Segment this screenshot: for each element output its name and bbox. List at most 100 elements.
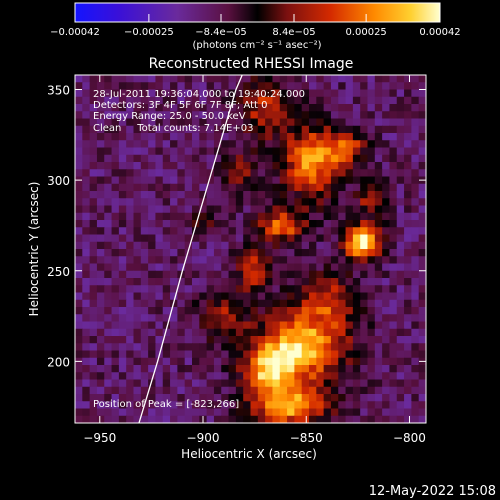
heatmap-cell	[287, 118, 295, 127]
heatmap-cell	[133, 220, 142, 228]
heatmap-cell	[199, 328, 208, 337]
heatmap-cell	[221, 372, 230, 381]
heatmap-cell	[404, 75, 412, 83]
heatmap-cell	[272, 379, 281, 388]
heatmap-cell	[89, 350, 98, 359]
heatmap-cell	[404, 321, 412, 330]
heatmap-cell	[330, 205, 339, 214]
heatmap-cell	[257, 249, 266, 257]
heatmap-cell	[272, 314, 281, 323]
heatmap-cell	[279, 321, 288, 330]
heatmap-cell	[243, 75, 252, 83]
heatmap-cell	[213, 241, 222, 250]
heatmap-cell	[206, 321, 215, 330]
heatmap-cell	[170, 408, 178, 417]
heatmap-cell	[294, 365, 303, 373]
heatmap-cell	[345, 263, 354, 272]
heatmap-cell	[287, 343, 295, 352]
heatmap-cell	[418, 205, 426, 214]
heatmap-cell	[162, 401, 171, 410]
heatmap-cell	[360, 241, 369, 250]
heatmap-cell	[235, 372, 244, 381]
heatmap-cell	[250, 212, 259, 221]
heatmap-cell	[323, 307, 332, 315]
heatmap-cell	[184, 118, 193, 127]
heatmap-cell	[338, 212, 347, 221]
heatmap-cell	[250, 96, 259, 105]
heatmap-cell	[184, 299, 193, 308]
heatmap-cell	[352, 408, 361, 417]
heatmap-cell	[265, 343, 274, 352]
heatmap-cell	[221, 176, 230, 185]
heatmap-cell	[140, 241, 149, 250]
colorbar	[74, 2, 441, 23]
heatmap-cell	[330, 234, 339, 243]
heatmap-cell	[404, 169, 412, 178]
heatmap-cell	[199, 212, 208, 221]
heatmap-cell	[221, 162, 230, 170]
heatmap-cell	[316, 133, 325, 141]
heatmap-cell	[235, 343, 244, 352]
heatmap-cell	[316, 198, 325, 207]
heatmap-cell	[418, 270, 426, 279]
heatmap-cell	[272, 183, 281, 192]
heatmap-cell	[279, 220, 288, 228]
heatmap-cell	[192, 336, 200, 344]
heatmap-cell	[82, 241, 91, 250]
heatmap-cell	[221, 270, 230, 279]
heatmap-cell	[140, 133, 149, 141]
heatmap-cell	[228, 234, 237, 243]
heatmap-cell	[352, 278, 361, 286]
heatmap-cell	[177, 220, 186, 228]
heatmap-cell	[243, 408, 252, 417]
heatmap-cell	[360, 198, 369, 207]
heatmap-cell	[133, 408, 142, 417]
heatmap-cell	[118, 125, 127, 134]
heatmap-cell	[118, 278, 127, 286]
heatmap-cell	[367, 263, 376, 272]
heatmap-cell	[221, 234, 230, 243]
heatmap-cell	[82, 140, 91, 149]
heatmap-cell	[228, 314, 237, 323]
heatmap-cell	[382, 408, 391, 417]
heatmap-cell	[389, 111, 398, 120]
heatmap-cell	[162, 256, 171, 265]
heatmap-cell	[250, 162, 259, 170]
heatmap-cell	[177, 82, 186, 91]
heatmap-cell	[184, 212, 193, 221]
heatmap-cell	[96, 408, 105, 417]
heatmap-cell	[404, 227, 412, 236]
heatmap-cell	[316, 154, 325, 163]
heatmap-cell	[155, 343, 164, 352]
heatmap-cell	[382, 205, 391, 214]
heatmap-cell	[411, 343, 420, 352]
heatmap-cell	[265, 154, 274, 163]
heatmap-cell	[170, 386, 178, 395]
heatmap-cell	[228, 350, 237, 359]
heatmap-cell	[287, 408, 295, 417]
heatmap-cell	[309, 125, 317, 134]
heatmap-cell	[257, 183, 266, 192]
heatmap-cell	[184, 227, 193, 236]
heatmap-cell	[133, 321, 142, 330]
heatmap-cell	[140, 89, 149, 98]
heatmap-cell	[389, 365, 398, 373]
heatmap-cell	[192, 75, 200, 83]
heatmap-cell	[126, 408, 135, 417]
heatmap-cell	[96, 241, 105, 250]
heatmap-cell	[89, 234, 98, 243]
heatmap-cell	[294, 118, 303, 127]
heatmap-cell	[309, 154, 317, 163]
heatmap-cell	[177, 205, 186, 214]
heatmap-cell	[316, 278, 325, 286]
heatmap-cell	[140, 227, 149, 236]
heatmap-cell	[374, 386, 383, 395]
heatmap-cell	[133, 357, 142, 366]
heatmap-cell	[96, 82, 105, 91]
heatmap-cell	[404, 350, 412, 359]
heatmap-cell	[177, 328, 186, 337]
heatmap-cell	[213, 357, 222, 366]
heatmap-cell	[279, 415, 288, 423]
heatmap-cell	[89, 118, 98, 127]
heatmap-cell	[338, 372, 347, 381]
